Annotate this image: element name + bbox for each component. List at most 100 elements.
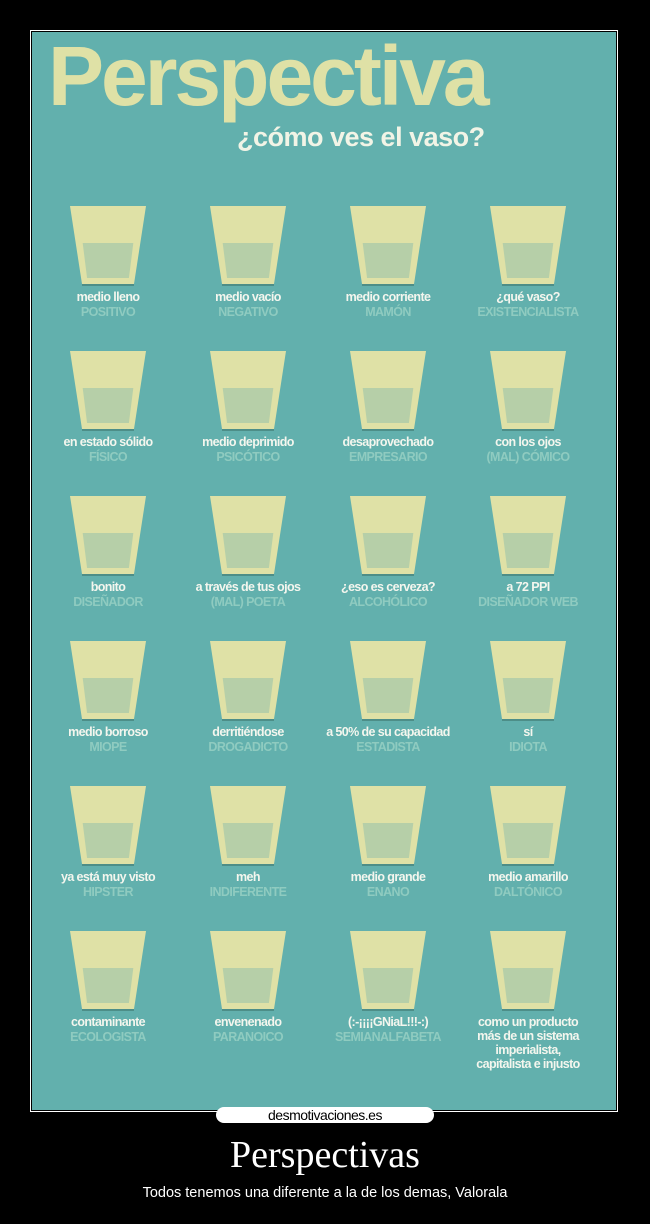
glass-icon: [210, 931, 286, 1011]
glass-icon: [70, 206, 146, 286]
glass-item: medio borroso MIOPE: [40, 641, 176, 755]
glass-label: a través de tus ojos: [195, 580, 301, 594]
glass-water: [362, 823, 414, 858]
glass-label: desaprovechado: [342, 435, 435, 449]
glass-item: a 72 PPI DISEÑADOR WEB: [460, 496, 596, 610]
glass-item: en estado sólido FÍSICO: [40, 351, 176, 465]
glass-icon: [490, 641, 566, 721]
glass-type: ESTADISTA: [356, 740, 420, 754]
glass-shadow: [502, 574, 554, 576]
glass-water: [82, 388, 134, 423]
glass-label: ¿eso es cerveza?: [341, 580, 436, 594]
glass-water: [502, 678, 554, 713]
glass-water: [82, 823, 134, 858]
glass-water: [362, 678, 414, 713]
glass-item: meh INDIFERENTE: [180, 786, 316, 900]
glass-shadow: [502, 864, 554, 866]
glass-icon: [350, 786, 426, 866]
glass-water: [222, 243, 274, 278]
glass-icon: [70, 351, 146, 431]
glass-label: medio deprimido: [202, 435, 294, 449]
glass-water: [362, 388, 414, 423]
glass-water: [222, 823, 274, 858]
glass-water: [82, 533, 134, 568]
glass-item: bonito DISEÑADOR: [40, 496, 176, 610]
glass-water: [362, 968, 414, 1003]
glass-water: [362, 533, 414, 568]
glass-item: ¿qué vaso? EXISTENCIALISTA: [460, 206, 596, 320]
glass-shadow: [222, 864, 274, 866]
glass-icon: [210, 496, 286, 576]
glass-item: a 50% de su capacidad ESTADISTA: [320, 641, 456, 755]
glass-water: [82, 678, 134, 713]
glass-type: FÍSICO: [88, 450, 128, 464]
glass-icon: [490, 496, 566, 576]
glass-type: DISEÑADOR WEB: [478, 595, 578, 609]
glass-icon: [70, 786, 146, 866]
glass-type: ECOLOGISTA: [70, 1030, 146, 1044]
glass-type: ALCOHÓLICO: [348, 595, 428, 609]
glass-item: desaprovechado EMPRESARIO: [320, 351, 456, 465]
glass-item: medio corriente MAMÓN: [320, 206, 456, 320]
glass-item: medio lleno POSITIVO: [40, 206, 176, 320]
glass-water: [502, 823, 554, 858]
glass-type: HIPSTER: [83, 885, 134, 899]
glass-water: [502, 388, 554, 423]
glass-water: [502, 533, 554, 568]
glass-shadow: [362, 1009, 414, 1011]
glass-label: derritiéndose: [212, 725, 284, 739]
glass-type: ENANO: [366, 885, 410, 899]
glass-label: (:-¡¡¡¡GNiaL!!!-:): [347, 1015, 429, 1029]
glass-shadow: [502, 719, 554, 721]
glass-type: EXISTENCIALISTA: [477, 305, 579, 319]
glass-type: (MAL) CÓMICO: [486, 450, 570, 464]
caption-subtitle: Todos tenemos una diferente a la de los …: [142, 1185, 508, 1201]
glass-type: DALTÓNICO: [494, 885, 563, 899]
glass-icon: [70, 641, 146, 721]
glass-shadow: [82, 1009, 134, 1011]
glass-icon: [350, 351, 426, 431]
glass-label: a 50% de su capacidad: [326, 725, 450, 739]
glass-label: a 72 PPI: [506, 580, 550, 594]
glass-shadow: [222, 429, 274, 431]
glass-icon: [210, 206, 286, 286]
glass-item: ya está muy visto HIPSTER: [40, 786, 176, 900]
glass-icon: [490, 786, 566, 866]
glass-shadow: [362, 574, 414, 576]
glass-label: envenenado: [214, 1015, 283, 1029]
watermark-logo[interactable]: desmotivaciones.es: [216, 1107, 434, 1123]
glass-label: ¿qué vaso?: [496, 290, 560, 304]
glass-item: medio vacío NEGATIVO: [180, 206, 316, 320]
glass-type: SEMIANALFABETA: [335, 1030, 442, 1044]
glass-water: [222, 388, 274, 423]
glass-water: [502, 243, 554, 278]
glass-label: medio grande: [350, 870, 426, 884]
glass-icon: [210, 641, 286, 721]
glass-icon: [350, 931, 426, 1011]
glass-label: con los ojos: [495, 435, 561, 449]
glass-shadow: [222, 719, 274, 721]
glass-shadow: [222, 284, 274, 286]
glass-icon: [350, 206, 426, 286]
glass-type: INDIFERENTE: [209, 885, 287, 899]
glass-item: ¿eso es cerveza? ALCOHÓLICO: [320, 496, 456, 610]
glass-shadow: [82, 284, 134, 286]
glass-shadow: [502, 284, 554, 286]
glass-shadow: [362, 864, 414, 866]
glass-icon: [490, 351, 566, 431]
glass-type: DROGADICTO: [208, 740, 288, 754]
glass-type: (MAL) POETA: [210, 595, 286, 609]
glass-label: medio vacío: [215, 290, 281, 304]
glass-icon: [490, 931, 566, 1011]
glass-label: como un producto más de un sistema imper…: [476, 1015, 580, 1071]
glass-icon: [210, 351, 286, 431]
glass-type: IDIOTA: [509, 740, 547, 754]
glass-label: medio borroso: [68, 725, 148, 739]
glass-type: MAMÓN: [365, 305, 411, 319]
glass-water: [222, 533, 274, 568]
glass-type: PSICÓTICO: [216, 450, 280, 464]
poster-subtitle: ¿cómo ves el vaso?: [237, 122, 485, 152]
glass-water: [222, 968, 274, 1003]
glass-type: NEGATIVO: [218, 305, 278, 319]
glass-shadow: [222, 574, 274, 576]
